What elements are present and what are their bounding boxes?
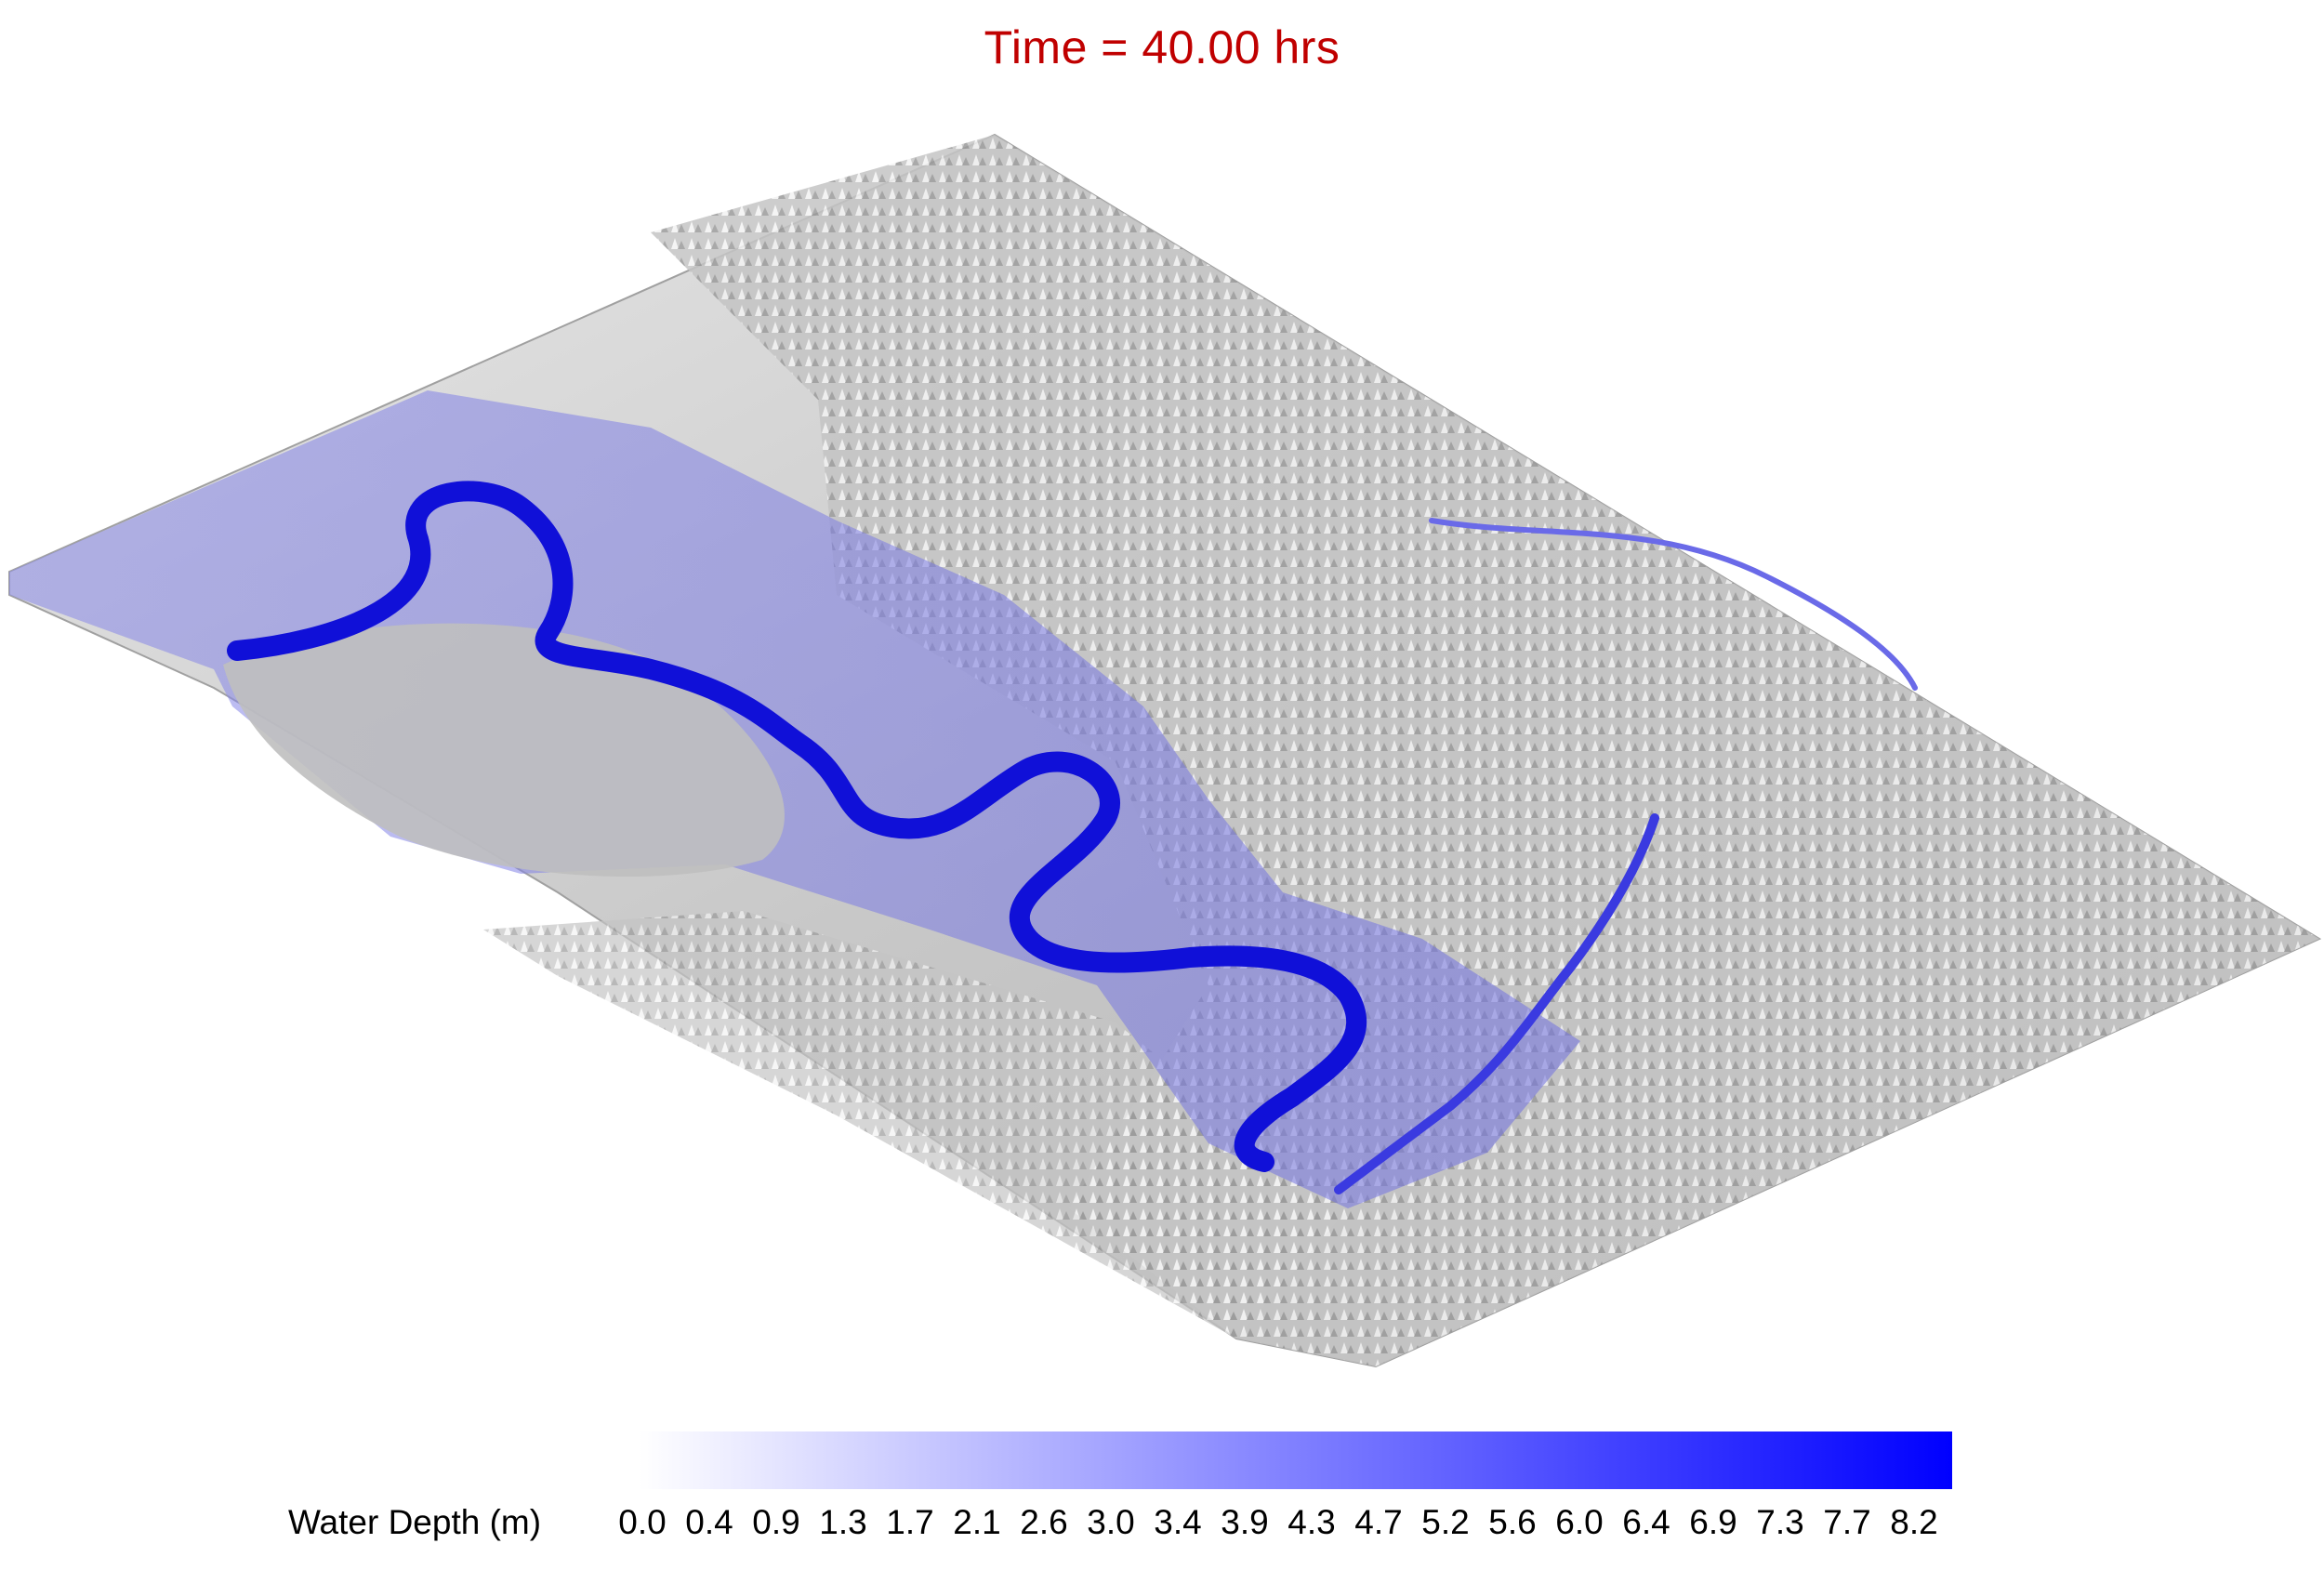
legend-tick: 1.7 <box>886 1503 934 1541</box>
legend-tick: 4.7 <box>1354 1503 1403 1541</box>
legend-tick: 8.2 <box>1890 1503 1938 1541</box>
tributary-channel <box>1334 813 1659 1194</box>
legend-tick: 0.9 <box>752 1503 800 1541</box>
upper-stream <box>1429 518 1918 691</box>
legend-tick: 1.3 <box>819 1503 867 1541</box>
urban-area <box>651 135 2319 1366</box>
legend-row: Water Depth (m) 0.0 0.4 0.9 1.3 1.7 2.1 … <box>0 1503 2324 1550</box>
urban-area-south <box>483 911 1348 1339</box>
dry-land <box>223 623 785 877</box>
legend-tick: 0.0 <box>618 1503 667 1541</box>
river-channel <box>227 481 1367 1172</box>
legend-tick: 6.4 <box>1622 1503 1670 1541</box>
legend-tick: 7.7 <box>1823 1503 1871 1541</box>
legend-tick: 6.9 <box>1689 1503 1737 1541</box>
legend-tick: 3.9 <box>1221 1503 1269 1541</box>
legend-tick: 3.0 <box>1087 1503 1135 1541</box>
legend-tick: 3.4 <box>1154 1503 1202 1541</box>
legend-tick: 5.2 <box>1421 1503 1470 1541</box>
water-depth-colorbar <box>640 1431 1952 1489</box>
legend-tick: 7.3 <box>1756 1503 1804 1541</box>
legend-ticks: 0.0 0.4 0.9 1.3 1.7 2.1 2.6 3.0 3.4 3.9 … <box>609 1503 1948 1542</box>
legend-label: Water Depth (m) <box>288 1503 542 1541</box>
legend-tick: 2.6 <box>1020 1503 1068 1541</box>
legend-tick: 0.4 <box>685 1503 733 1541</box>
legend-tick: 2.1 <box>953 1503 1001 1541</box>
legend-tick: 5.6 <box>1488 1503 1537 1541</box>
time-title: Time = 40.00 hrs <box>984 21 1340 73</box>
legend-tick: 4.3 <box>1287 1503 1336 1541</box>
flood-terrain-view <box>8 133 2322 1368</box>
legend-tick: 6.0 <box>1555 1503 1604 1541</box>
